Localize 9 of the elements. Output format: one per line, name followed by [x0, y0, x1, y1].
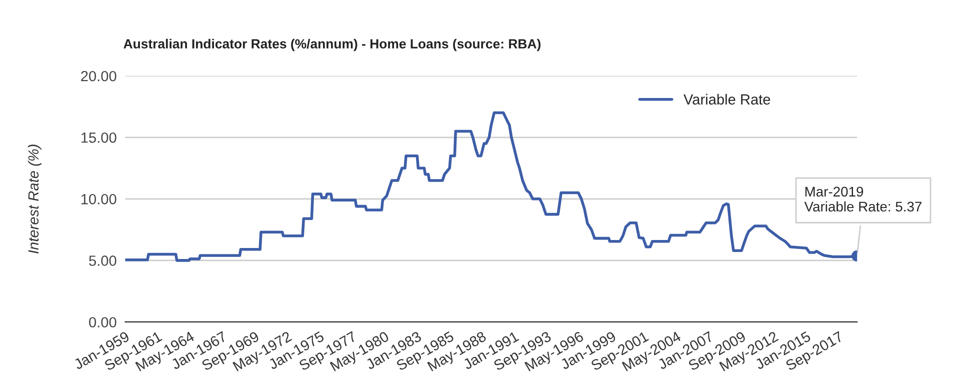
legend-label: Variable Rate	[684, 94, 770, 105]
y-tick-label: 10.00	[81, 194, 116, 204]
y-tick-label: 15.00	[81, 132, 116, 143]
y-axis-title: Interest Rate (%)	[28, 144, 42, 254]
y-tick-label: 5.00	[89, 256, 116, 266]
y-tick-label: 20.00	[81, 70, 116, 82]
y-tick-label: 0.00	[89, 317, 116, 328]
chart-title: Australian Indicator Rates (%/annum) - Home Loans (source: RBA)	[124, 38, 540, 52]
annotation: Mar-2019 Variable Rate: 5.37	[804, 186, 922, 212]
